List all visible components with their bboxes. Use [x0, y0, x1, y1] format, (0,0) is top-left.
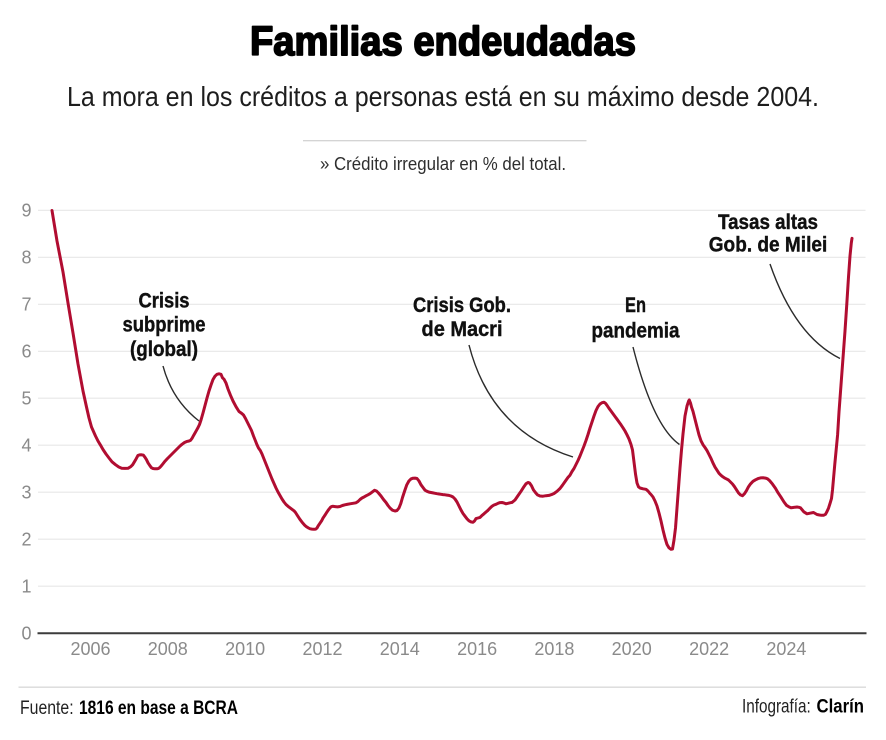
svg-text:Tasas altas: Tasas altas — [718, 211, 818, 234]
svg-text:2018: 2018 — [534, 639, 574, 659]
svg-text:2020: 2020 — [612, 639, 652, 659]
svg-text:» Crédito irregular en % del t: » Crédito irregular en % del total. — [320, 154, 566, 174]
svg-text:En: En — [625, 294, 646, 317]
svg-text:pandemia: pandemia — [592, 320, 680, 343]
svg-text:2016: 2016 — [457, 639, 497, 659]
svg-text:6: 6 — [21, 342, 31, 362]
svg-text:9: 9 — [21, 201, 31, 221]
svg-text:2: 2 — [21, 530, 31, 550]
svg-text:3: 3 — [21, 483, 31, 503]
svg-text:Fuente:: Fuente: — [20, 698, 78, 719]
svg-text:7: 7 — [21, 295, 31, 315]
svg-text:La mora en los créditos a pers: La mora en los créditos a personas está … — [67, 81, 819, 112]
svg-text:subprime: subprime — [123, 314, 206, 337]
svg-text:5: 5 — [21, 389, 31, 409]
svg-text:Crisis: Crisis — [139, 290, 190, 313]
svg-text:Crisis Gob.: Crisis Gob. — [413, 294, 511, 317]
svg-text:4: 4 — [21, 436, 31, 456]
svg-text:0: 0 — [21, 624, 31, 644]
svg-text:de Macri: de Macri — [422, 318, 503, 341]
svg-text:Gob. de Milei: Gob. de Milei — [709, 234, 828, 257]
svg-text:(global): (global) — [130, 338, 198, 361]
svg-text:1816 en base a BCRA: 1816 en base a BCRA — [79, 698, 238, 719]
svg-text:8: 8 — [21, 248, 31, 268]
svg-text:Clarín: Clarín — [817, 697, 865, 718]
svg-text:2014: 2014 — [380, 639, 420, 659]
svg-text:1: 1 — [21, 577, 31, 597]
svg-text:2022: 2022 — [689, 639, 729, 659]
svg-text:Infografía:: Infografía: — [742, 697, 815, 718]
svg-text:2024: 2024 — [766, 639, 806, 659]
svg-text:2012: 2012 — [302, 639, 342, 659]
svg-text:2010: 2010 — [225, 639, 265, 659]
svg-text:2006: 2006 — [70, 639, 110, 659]
svg-text:2008: 2008 — [148, 639, 188, 659]
svg-text:Familias endeudadas: Familias endeudadas — [250, 18, 636, 64]
